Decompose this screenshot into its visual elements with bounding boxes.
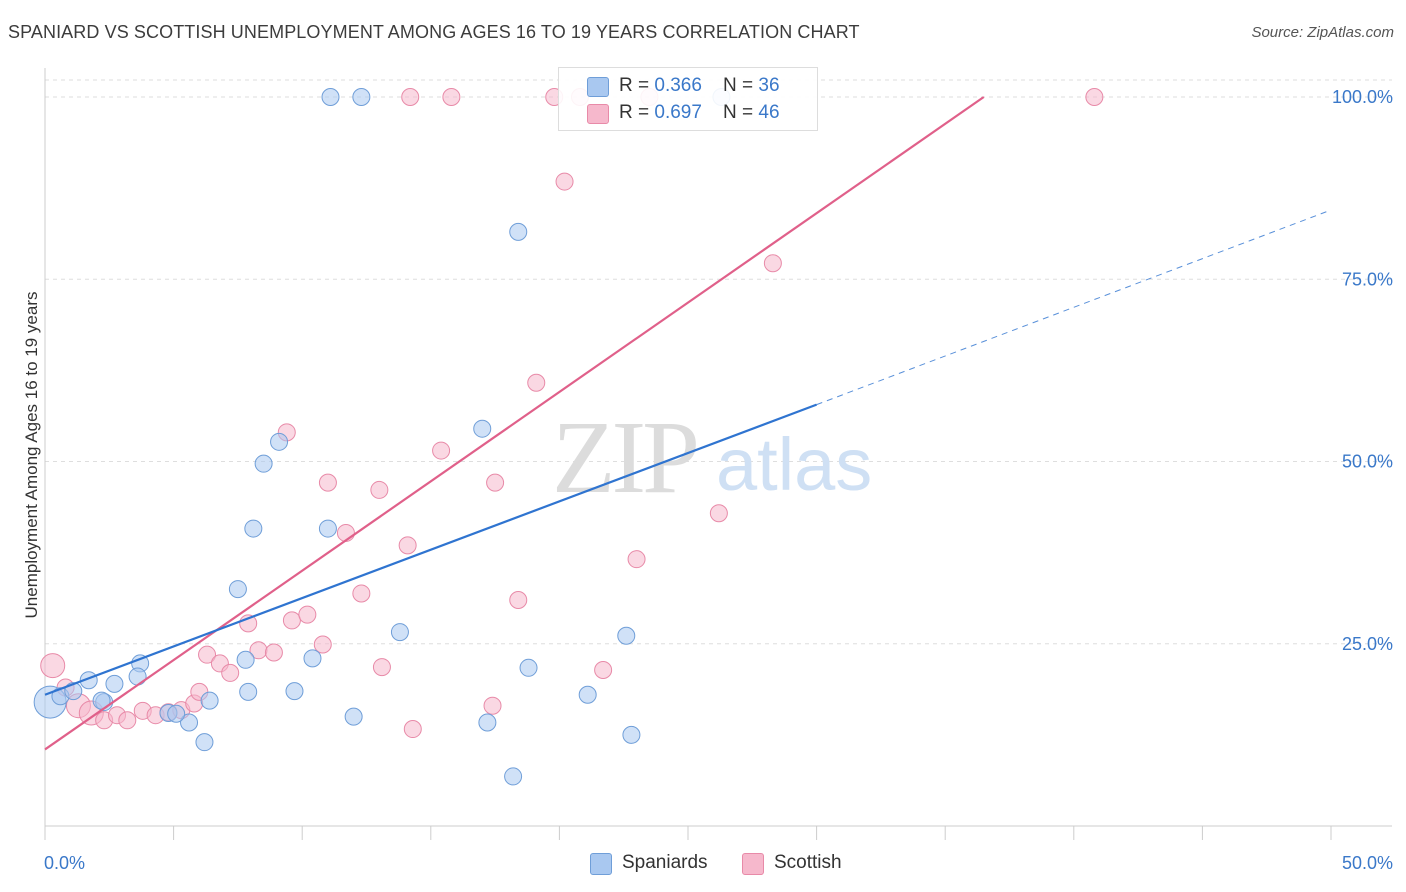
grid bbox=[45, 79, 1392, 645]
spaniards-point bbox=[236, 650, 255, 669]
spaniards-point bbox=[318, 519, 337, 538]
y-tick-label: 100.0% bbox=[1332, 87, 1393, 107]
scottish-point bbox=[372, 658, 391, 677]
scottish-point bbox=[1085, 88, 1104, 106]
spaniards-points bbox=[33, 88, 731, 786]
legend-n-value: 36 bbox=[758, 75, 780, 96]
legend-n-value: 46 bbox=[758, 102, 780, 123]
legend-r-value: 0.697 bbox=[654, 102, 702, 123]
x-tick-label-max: 50.0% bbox=[1342, 853, 1393, 873]
spaniards-point bbox=[504, 767, 523, 786]
scottish-point bbox=[483, 696, 502, 715]
legend-text-spaniards: R = 0.366 N = 36 bbox=[619, 75, 780, 97]
scottish-point bbox=[709, 504, 728, 523]
legend-r-label: R = bbox=[619, 102, 655, 123]
spaniards-point bbox=[105, 674, 124, 693]
bottom-swatch-spaniards bbox=[590, 853, 612, 875]
spaniards-point bbox=[285, 682, 304, 701]
stats-legend: R = 0.366 N = 36 R = 0.697 N = 46 bbox=[558, 67, 818, 131]
legend-swatch-spaniards bbox=[587, 77, 609, 97]
scottish-point bbox=[336, 523, 355, 542]
legend-r-value: 0.366 bbox=[654, 75, 702, 96]
spaniards-point bbox=[478, 713, 497, 732]
spaniards-point bbox=[228, 580, 247, 599]
spaniards-point bbox=[622, 725, 641, 744]
bottom-label-spaniards: Spaniards bbox=[622, 852, 708, 873]
scottish-point bbox=[555, 172, 574, 191]
spaniards-point bbox=[519, 658, 538, 677]
scottish-point bbox=[432, 441, 451, 460]
scottish-point bbox=[398, 536, 417, 555]
spaniards-point bbox=[200, 691, 219, 710]
spaniards-point bbox=[617, 626, 636, 645]
legend-n-label: N = bbox=[723, 75, 759, 96]
legend-r-label: R = bbox=[619, 75, 655, 96]
y-tick-label: 75.0% bbox=[1342, 269, 1393, 289]
legend-swatch-scottish bbox=[587, 104, 609, 124]
scottish-point bbox=[763, 254, 782, 273]
scottish-point bbox=[509, 591, 528, 610]
scottish-point bbox=[118, 711, 137, 730]
spaniards-point bbox=[180, 713, 199, 732]
scottish-point bbox=[594, 660, 613, 679]
spaniards-point bbox=[473, 419, 492, 438]
scottish-point bbox=[40, 653, 66, 679]
y-tick-label: 25.0% bbox=[1342, 634, 1393, 654]
spaniards-point bbox=[195, 733, 214, 752]
spaniards-trend-line bbox=[44, 403, 817, 696]
scottish-point bbox=[442, 88, 461, 106]
scottish-point bbox=[264, 643, 283, 662]
tick-labels: 25.0% 50.0% 75.0% 100.0% 0.0% 50.0% bbox=[44, 87, 1393, 873]
spaniards-point bbox=[244, 519, 263, 538]
spaniards-trend-extension bbox=[816, 209, 1332, 406]
spaniards-point bbox=[321, 88, 340, 106]
scottish-point bbox=[627, 550, 646, 569]
spaniards-point bbox=[128, 667, 147, 686]
x-tick-label-min: 0.0% bbox=[44, 853, 85, 873]
scottish-point bbox=[282, 611, 301, 630]
bottom-label-scottish: Scottish bbox=[774, 852, 842, 873]
scottish-point bbox=[486, 473, 505, 492]
scottish-point bbox=[318, 473, 337, 492]
scottish-point bbox=[370, 480, 389, 499]
trend-lines bbox=[44, 96, 1332, 751]
spaniards-point bbox=[390, 623, 409, 642]
spaniards-point bbox=[344, 707, 363, 726]
scottish-point bbox=[352, 584, 371, 603]
spaniards-point bbox=[578, 685, 597, 704]
source-label: Source: ZipAtlas.com bbox=[1251, 24, 1394, 41]
watermark-atlas: atlas bbox=[716, 423, 872, 506]
scottish-trend-line bbox=[44, 96, 985, 751]
spaniards-point bbox=[239, 682, 258, 701]
spaniards-point bbox=[254, 454, 273, 473]
legend-text-scottish: R = 0.697 N = 46 bbox=[619, 102, 780, 124]
scottish-point bbox=[403, 720, 422, 739]
y-tick-label: 50.0% bbox=[1342, 452, 1393, 472]
scottish-point bbox=[221, 663, 240, 682]
scottish-point bbox=[198, 645, 217, 664]
spaniards-point bbox=[509, 222, 528, 241]
scottish-point bbox=[313, 635, 332, 654]
spaniards-point bbox=[167, 704, 186, 723]
spaniards-point bbox=[352, 88, 371, 106]
legend-n-label: N = bbox=[723, 102, 759, 123]
scottish-point bbox=[401, 88, 420, 106]
scottish-point bbox=[298, 605, 317, 624]
spaniards-point bbox=[270, 432, 289, 451]
watermark: ZIP atlas bbox=[552, 400, 872, 515]
chart-title: SPANIARD VS SCOTTISH UNEMPLOYMENT AMONG … bbox=[8, 22, 860, 42]
spaniards-point bbox=[303, 649, 322, 668]
bottom-swatch-scottish bbox=[742, 853, 764, 875]
scottish-point bbox=[527, 373, 546, 392]
